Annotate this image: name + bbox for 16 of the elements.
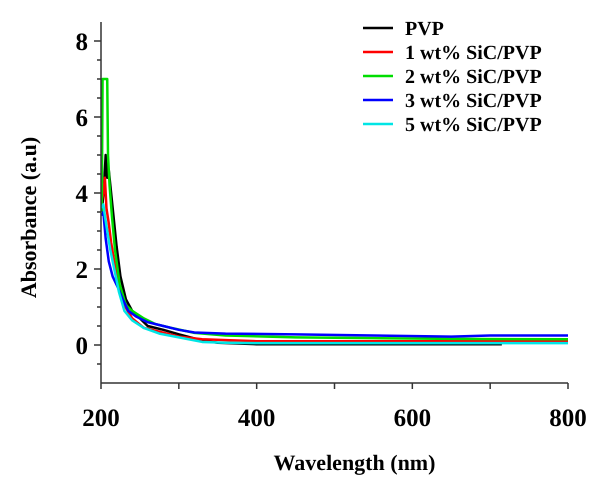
legend-label: 3 wt% SiC/PVP	[405, 90, 542, 112]
y-tick-label: 6	[76, 104, 88, 132]
x-axis-title: Wavelength (nm)	[274, 450, 436, 475]
x-tick-label: 400	[238, 405, 276, 432]
y-tick-label: 2	[76, 256, 88, 284]
x-tick-label: 800	[549, 405, 587, 432]
y-axis-title: Absorbance (a.u)	[16, 136, 41, 298]
legend-label: PVP	[405, 18, 444, 40]
y-tick-label: 0	[76, 332, 88, 360]
legend-label: 2 wt% SiC/PVP	[405, 66, 542, 88]
x-tick-label: 200	[82, 405, 120, 432]
legend-label: 1 wt% SiC/PVP	[405, 42, 542, 64]
y-tick-label: 4	[76, 180, 88, 208]
y-tick-label: 8	[76, 28, 88, 56]
legend-label: 5 wt% SiC/PVP	[405, 114, 542, 136]
x-tick-label: 600	[394, 405, 432, 432]
